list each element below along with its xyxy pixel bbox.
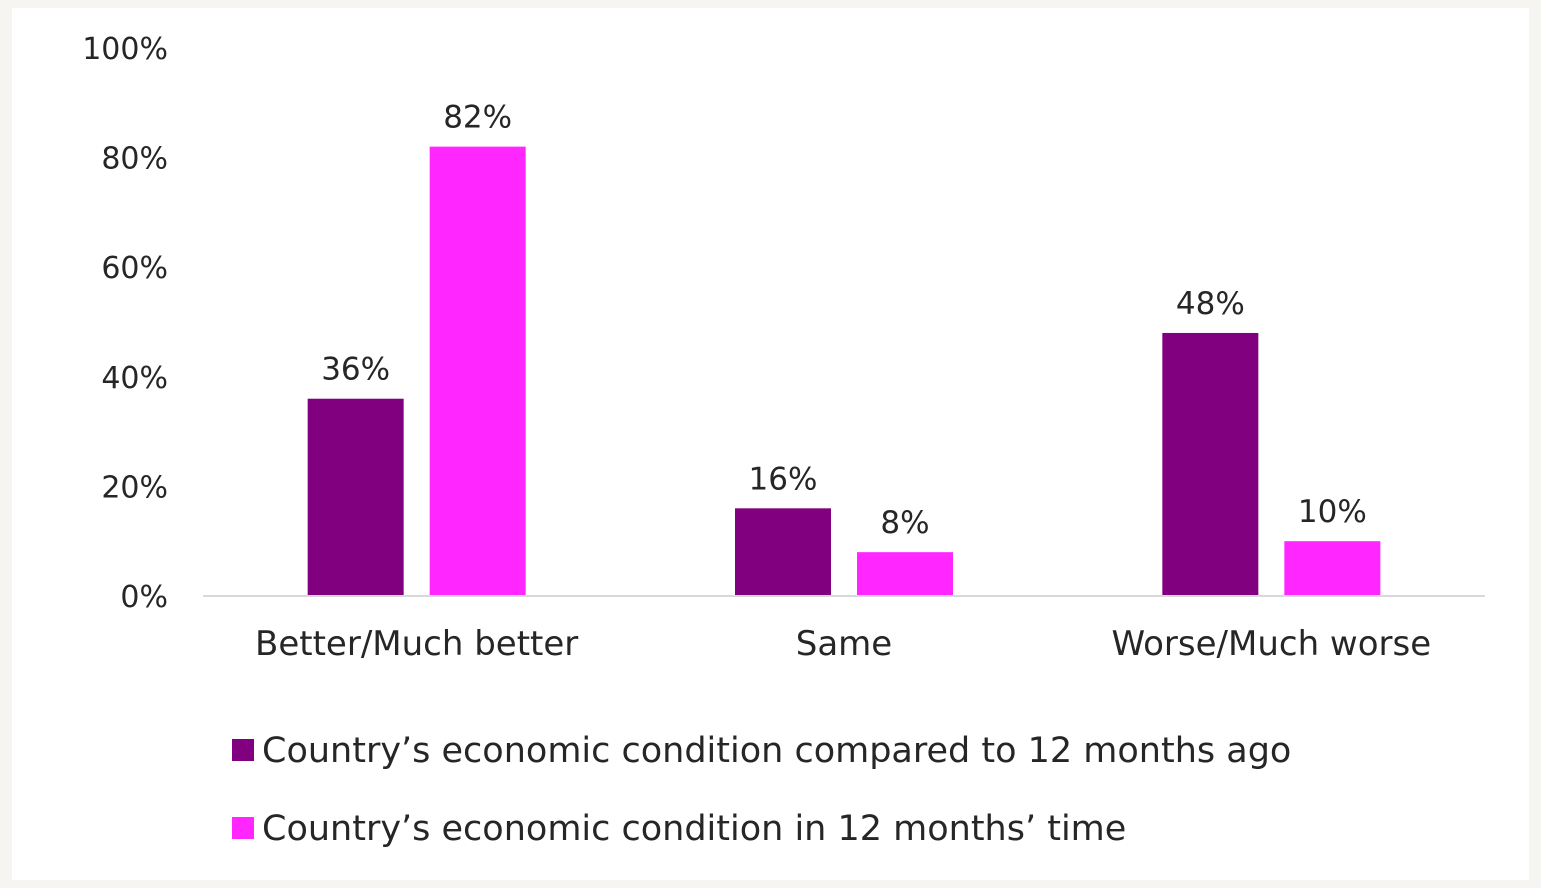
y-tick-label: 60% — [101, 251, 168, 286]
data-label: 8% — [880, 505, 929, 541]
x-category-label: Worse/Much worse — [1112, 624, 1432, 664]
y-tick-label: 80% — [101, 142, 168, 177]
bar — [429, 146, 526, 596]
data-label: 16% — [749, 461, 818, 497]
data-label: 10% — [1298, 494, 1367, 530]
legend-swatch — [232, 739, 254, 761]
data-label: 36% — [321, 352, 390, 388]
x-axis-categories: Better/Much better Same Worse/Much worse — [255, 624, 1431, 664]
legend-label: Country’s economic condition compared to… — [262, 731, 1291, 771]
bar — [1284, 541, 1381, 596]
data-label: 82% — [443, 100, 512, 136]
y-axis-ticks: 0% 20% 40% 60% 80% 100% — [82, 32, 168, 615]
bar — [857, 552, 953, 596]
y-tick-label: 100% — [82, 32, 168, 67]
x-category-label: Same — [796, 624, 892, 664]
y-tick-label: 40% — [101, 361, 168, 396]
data-labels: 36% 82% 16% 8% 48% 10% — [321, 100, 1367, 542]
bar — [735, 508, 831, 596]
bar — [307, 398, 404, 596]
legend-swatch — [232, 817, 254, 839]
y-tick-label: 20% — [101, 470, 168, 505]
legend-label: Country’s economic condition in 12 month… — [262, 809, 1126, 849]
x-category-label: Better/Much better — [255, 624, 578, 664]
data-label: 48% — [1176, 286, 1245, 322]
chart-frame — [12, 8, 1529, 880]
y-tick-label: 0% — [120, 580, 168, 615]
bar-series — [307, 146, 1381, 596]
legend: Country’s economic condition compared to… — [232, 731, 1291, 849]
bar — [1162, 332, 1259, 596]
